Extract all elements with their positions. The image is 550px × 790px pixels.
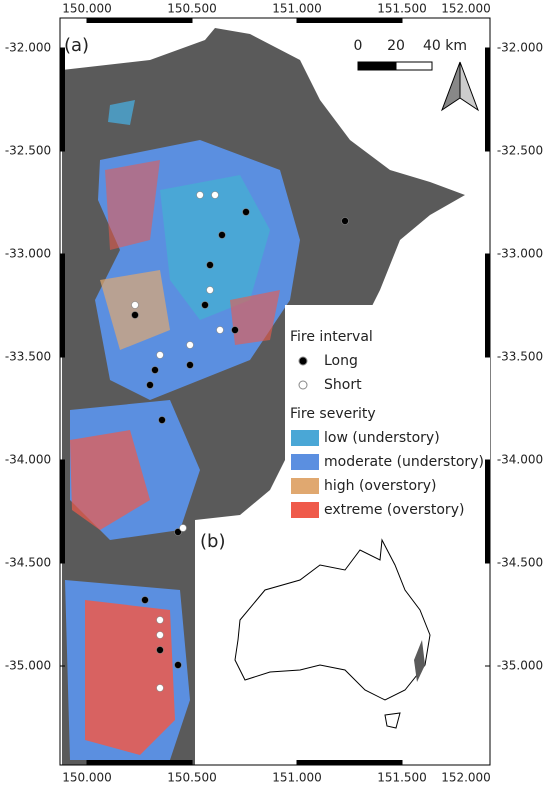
tasmania — [384, 712, 401, 729]
x-tick-label: 151.500 — [377, 2, 427, 16]
legend-label: Short — [324, 377, 362, 393]
legend-swatch — [291, 502, 319, 518]
legend-title: Fire interval — [290, 329, 373, 345]
legend-title: Fire severity — [290, 406, 376, 422]
fire-points — [131, 191, 349, 692]
y-tick-label: -33.000 — [497, 247, 543, 261]
y-tick-label: -32.500 — [497, 144, 543, 158]
y-tick-label: -33.500 — [497, 350, 543, 364]
x-tick-label: 151.000 — [272, 2, 322, 16]
frame-bar — [485, 254, 490, 357]
y-tick-label: -32.000 — [5, 41, 51, 55]
frame-bar — [297, 18, 402, 23]
legend-label: low (understory) — [324, 430, 440, 446]
panel-label: (b) — [200, 531, 225, 552]
frame-bar — [60, 48, 65, 151]
legend-swatch — [291, 454, 319, 470]
x-tick-label: 150.500 — [167, 771, 217, 785]
legend-label: moderate (understory) — [324, 454, 484, 470]
legend-marker — [298, 380, 308, 390]
frame-bar — [297, 760, 402, 765]
legend — [285, 305, 490, 525]
australia-outline — [234, 538, 431, 701]
frame-bar — [485, 460, 490, 563]
legend-label: Long — [324, 353, 358, 369]
x-tick-label: 151.000 — [272, 771, 322, 785]
x-tick-label: 150.500 — [167, 2, 217, 16]
y-tick-label: -34.000 — [5, 453, 51, 467]
scale-bar — [357, 61, 397, 71]
scale-bar — [395, 61, 433, 71]
y-tick-label: -34.500 — [497, 556, 543, 570]
y-tick-label: -34.000 — [497, 453, 543, 467]
inset-study-area — [414, 640, 425, 682]
north-arrow — [440, 61, 461, 112]
frame-bar — [60, 460, 65, 563]
legend-label: high (overstory) — [324, 478, 437, 494]
y-tick-label: -35.000 — [497, 659, 543, 673]
y-tick-label: -32.500 — [5, 144, 51, 158]
y-tick-label: -35.000 — [5, 659, 51, 673]
x-tick-label: 151.500 — [377, 771, 427, 785]
legend-swatch — [291, 430, 319, 446]
frame-bar — [87, 18, 192, 23]
legend-marker — [298, 356, 308, 366]
y-tick-label: -33.000 — [5, 247, 51, 261]
frame-bar — [485, 48, 490, 151]
x-tick-label: 152.000 — [441, 2, 491, 16]
legend-label: extreme (overstory) — [324, 502, 464, 518]
scale-label: 40 km — [423, 38, 467, 54]
frame-bar — [87, 760, 192, 765]
y-tick-label: -33.500 — [5, 350, 51, 364]
fire-severity-patches — [65, 100, 300, 760]
scale-label: 20 — [387, 38, 405, 54]
scale-label: 0 — [354, 38, 363, 54]
y-tick-label: -34.500 — [5, 556, 51, 570]
x-tick-label: 150.000 — [62, 771, 112, 785]
legend-swatch — [291, 478, 319, 494]
x-tick-label: 152.000 — [441, 771, 491, 785]
x-tick-label: 150.000 — [62, 2, 112, 16]
frame-bar — [60, 254, 65, 357]
panel-label: (a) — [64, 35, 89, 56]
y-tick-label: -32.000 — [497, 41, 543, 55]
